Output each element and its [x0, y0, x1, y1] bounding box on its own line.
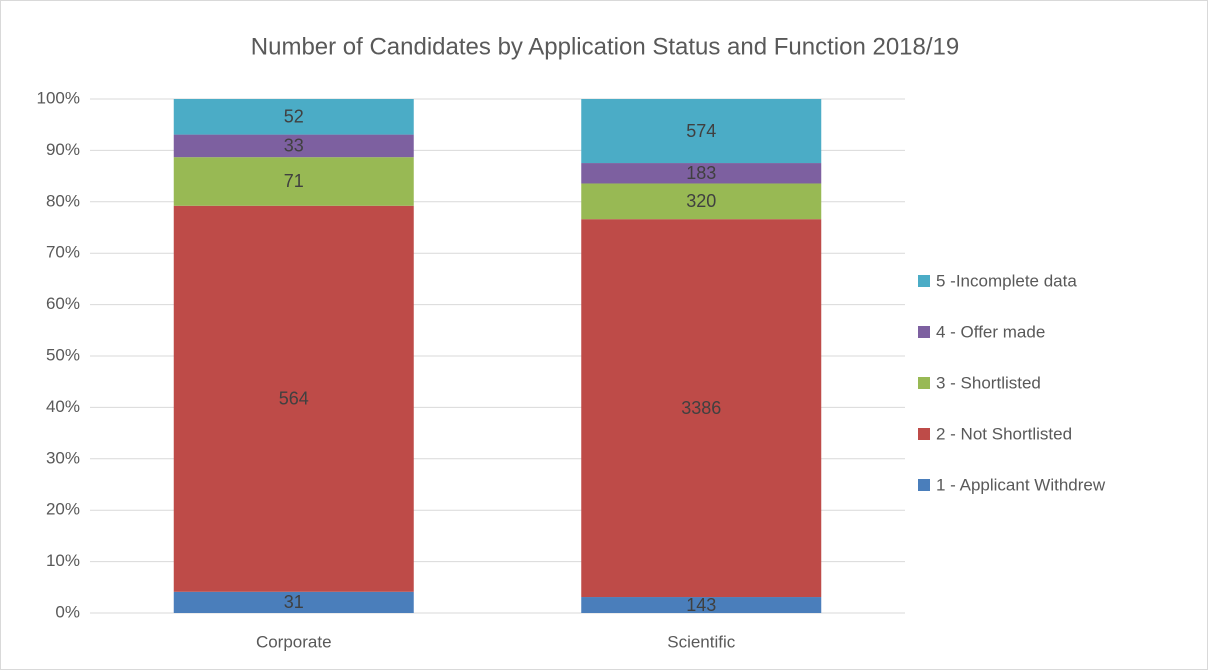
data-label: 564 — [279, 389, 309, 409]
chart-title: Number of Candidates by Application Stat… — [251, 33, 959, 60]
data-label: 183 — [686, 163, 716, 183]
legend-swatch — [918, 428, 930, 440]
legend-label: 4 - Offer made — [936, 322, 1045, 341]
y-tick-label: 90% — [46, 140, 80, 159]
bar-segment — [581, 597, 822, 613]
y-tick-label: 100% — [37, 88, 80, 107]
y-tick-label: 40% — [46, 397, 80, 416]
legend-swatch — [918, 275, 930, 287]
y-tick-label: 10% — [46, 551, 80, 570]
bar-segment — [173, 99, 414, 135]
legend-label: 2 - Not Shortlisted — [936, 424, 1072, 443]
y-tick-label: 20% — [46, 500, 80, 519]
y-tick-label: 50% — [46, 345, 80, 364]
bar-segment — [173, 134, 414, 158]
data-label: 574 — [686, 121, 716, 141]
x-tick-label: Corporate — [256, 632, 332, 651]
bar-segment — [173, 205, 414, 592]
data-label: 320 — [686, 191, 716, 211]
y-tick-label: 80% — [46, 191, 80, 210]
legend-label: 1 - Applicant Withdrew — [936, 475, 1106, 494]
bar-segment — [173, 157, 414, 206]
data-label: 52 — [284, 107, 304, 127]
data-label: 3386 — [681, 398, 721, 418]
data-label: 31 — [284, 592, 304, 612]
bar-segment — [173, 591, 414, 613]
bar-segment — [581, 183, 822, 220]
legend-swatch — [918, 326, 930, 338]
y-tick-label: 30% — [46, 448, 80, 467]
data-label: 71 — [284, 171, 304, 191]
y-tick-label: 70% — [46, 243, 80, 262]
bar-segment — [581, 219, 822, 598]
data-label: 143 — [686, 595, 716, 615]
x-tick-label: Scientific — [667, 632, 736, 651]
legend-swatch — [918, 479, 930, 491]
legend-label: 5 -Incomplete data — [936, 271, 1077, 290]
legend-swatch — [918, 377, 930, 389]
y-tick-label: 0% — [55, 602, 80, 621]
data-label: 33 — [284, 136, 304, 156]
bar-segment — [581, 99, 822, 164]
legend-label: 3 - Shortlisted — [936, 373, 1041, 392]
bar-segment — [581, 163, 822, 184]
y-tick-label: 60% — [46, 294, 80, 313]
